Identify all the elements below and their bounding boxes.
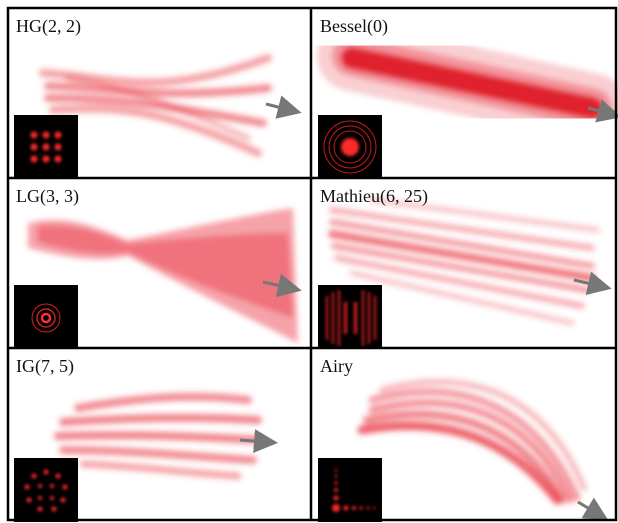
inset [318, 458, 382, 522]
panel-label: IG(7, 5) [16, 356, 74, 377]
inset-core [341, 138, 359, 156]
inset [14, 458, 78, 522]
panel: Airy [318, 356, 598, 522]
panel: IG(7, 5) [14, 356, 266, 522]
beam [352, 56, 592, 108]
figure: HG(2, 2) Bessel(0) LG(3, 3) [0, 0, 618, 523]
panel-label: LG(3, 3) [16, 186, 79, 207]
panel: Bessel(0) [318, 16, 610, 179]
panel: HG(2, 2) [14, 16, 290, 179]
arrow [266, 104, 290, 110]
panel-label: Bessel(0) [320, 16, 388, 37]
panel: LG(3, 3) [14, 186, 298, 349]
inset-pattern [31, 132, 62, 163]
panel-label: Airy [320, 356, 353, 376]
inset [14, 285, 78, 349]
panel: Mathieu(6, 25) [318, 186, 600, 349]
page: HG(2, 2) Bessel(0) LG(3, 3) [0, 0, 618, 523]
beam [58, 397, 258, 476]
arrow [578, 502, 598, 514]
panel-label: HG(2, 2) [16, 16, 81, 37]
arrow [240, 440, 266, 442]
beam [362, 382, 584, 500]
panel-label: Mathieu(6, 25) [320, 186, 428, 207]
